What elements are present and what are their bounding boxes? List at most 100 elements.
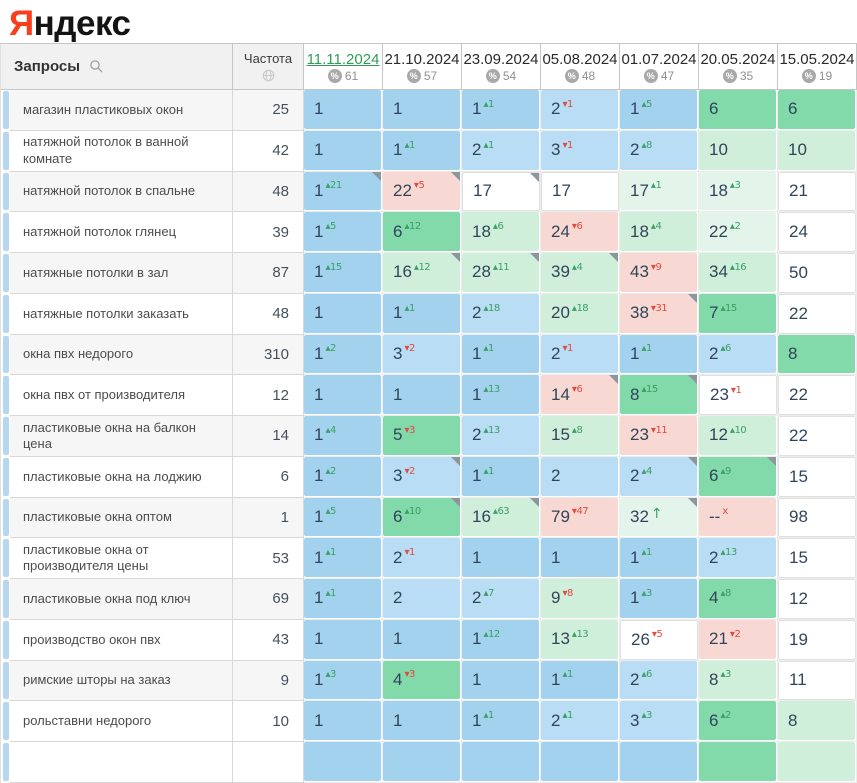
- query-cell[interactable]: производство окон пвх: [10, 619, 233, 661]
- date-column-header: 15.05.2024% 19: [778, 44, 857, 89]
- position-cell: 16 ▴12: [383, 253, 462, 294]
- position-delta-up: ▴2: [729, 221, 741, 233]
- position-delta-up: ▴10: [729, 424, 747, 436]
- date-link[interactable]: 23.09.2024: [463, 50, 539, 68]
- position-value: 3: [551, 140, 561, 160]
- position-value: 1: [630, 99, 640, 119]
- position-cell: 16 ▴63: [462, 497, 541, 539]
- percent-icon: %: [643, 68, 658, 83]
- table-row: натяжной потолок в спальне 48 1 ▴21 22 ▾5 17 17…: [1, 171, 857, 213]
- position-cell: 17 ▴1: [620, 171, 699, 213]
- coverage-badge: % 19: [801, 68, 833, 83]
- position-cell: 6: [778, 90, 857, 131]
- date-link[interactable]: 15.05.2024: [779, 50, 855, 68]
- date-link[interactable]: 11.11.2024: [306, 50, 380, 68]
- query-cell[interactable]: натяжной потолок в ванной комнате: [10, 130, 233, 172]
- position-cell: 1 ▴21: [304, 171, 383, 213]
- position-cell: 1 ▴15: [304, 253, 383, 294]
- frequency-cell: 42: [233, 130, 304, 172]
- position-value: 24: [551, 221, 570, 241]
- position-cell: 2 ▴6: [699, 334, 778, 376]
- yandex-logo: Яндекс: [0, 0, 857, 43]
- position-value: 2: [393, 588, 403, 608]
- query-cell[interactable]: рольставни недорого: [10, 701, 233, 742]
- position-cell: 3 ▾2: [383, 456, 462, 498]
- position-delta-down: ▾2: [404, 343, 415, 355]
- position-cell: 2 ▴13: [462, 416, 541, 457]
- position-value: 43: [630, 262, 649, 282]
- position-value: 1: [393, 99, 403, 119]
- position-value: 2: [709, 547, 719, 567]
- position-cell: 1 ▴4: [304, 416, 383, 457]
- query-cell[interactable]: натяжные потолки заказать: [10, 293, 233, 335]
- query-cell[interactable]: окна пвх недорого: [10, 334, 233, 376]
- frequency-cell: 12: [233, 375, 304, 416]
- position-value: 1: [393, 140, 403, 160]
- query-cell[interactable]: натяжные потолки в зал: [10, 253, 233, 294]
- note-corner-marker: [451, 497, 460, 507]
- position-delta-up: ▴1: [325, 587, 336, 599]
- position-value: 12: [709, 425, 728, 445]
- frequency-header: Частота: [233, 44, 304, 89]
- position-cell: 1 ▴1: [462, 334, 541, 376]
- date-link[interactable]: 21.10.2024: [384, 50, 460, 68]
- frequency-cell: 39: [233, 212, 304, 253]
- position-cell: 34 ▴16: [699, 253, 778, 294]
- date-column-header: 11.11.2024% 61: [304, 44, 383, 89]
- date-link[interactable]: 20.05.2024: [700, 50, 776, 68]
- position-cell: 10: [778, 130, 857, 172]
- percent-icon: %: [406, 68, 421, 83]
- query-cell[interactable]: пластиковые окна от производителя цены: [10, 538, 233, 579]
- position-cell: 17: [462, 171, 541, 213]
- date-link[interactable]: 01.07.2024: [621, 50, 697, 68]
- query-cell[interactable]: натяжной потолок глянец: [10, 212, 233, 253]
- position-cell: 19: [778, 619, 857, 661]
- position-value: 1: [314, 425, 324, 445]
- position-cell: 1 ▴1: [462, 90, 541, 131]
- search-icon[interactable]: [89, 59, 104, 74]
- position-value: 1: [314, 588, 324, 608]
- position-cell: 1: [462, 660, 541, 702]
- position-value: 2: [551, 710, 561, 730]
- position-cell: 17: [541, 171, 620, 213]
- position-cell: 2 ▾1: [383, 538, 462, 579]
- position-delta-up: ▴1: [483, 139, 494, 151]
- query-cell[interactable]: окна пвх от производителя: [10, 375, 233, 416]
- position-cell: 1 ▴1: [620, 538, 699, 579]
- position-value: 1: [393, 629, 403, 649]
- position-delta-up: ▴13: [483, 384, 500, 396]
- note-corner-marker: [688, 293, 697, 303]
- position-cell: 21: [778, 171, 857, 213]
- position-value: 2: [393, 547, 403, 567]
- position-value: 2: [472, 425, 482, 445]
- position-cell: 1 ▴1: [304, 538, 383, 579]
- position-cell: 1 ▴5: [304, 212, 383, 253]
- position-value: 26: [631, 629, 650, 649]
- query-cell[interactable]: пластиковые окна оптом: [10, 497, 233, 539]
- position-value: 7: [709, 303, 719, 323]
- query-cell[interactable]: пластиковые окна на балкон цена: [10, 416, 233, 457]
- row-accent-strip: [1, 130, 10, 172]
- query-cell[interactable]: пластиковые окна на лоджию: [10, 456, 233, 498]
- position-delta-up: ▴8: [571, 424, 583, 436]
- coverage-percent-value: 19: [818, 68, 833, 83]
- queries-header: Запросы: [1, 44, 233, 89]
- position-cell: 1: [383, 701, 462, 742]
- coverage-badge: % 57: [406, 68, 437, 83]
- position-cell: 1: [462, 538, 541, 579]
- coverage-badge: % 48: [564, 68, 596, 83]
- date-link[interactable]: 05.08.2024: [542, 50, 618, 68]
- query-cell[interactable]: пластиковые окна под ключ: [10, 579, 233, 620]
- position-cell: 38 ▾31: [620, 293, 699, 335]
- position-delta-down: ▾5: [651, 629, 663, 641]
- position-value: 22: [709, 221, 728, 241]
- query-cell[interactable]: магазин пластиковых окон: [10, 90, 233, 131]
- position-delta-down: ▾8: [562, 587, 573, 599]
- query-cell[interactable]: натяжной потолок в спальне: [10, 171, 233, 213]
- position-delta-up: ▴3: [720, 669, 731, 681]
- position-cell: 2 ▾1: [541, 90, 620, 131]
- query-cell[interactable]: римские шторы на заказ: [10, 660, 233, 702]
- coverage-percent-value: 48: [581, 68, 596, 83]
- position-delta-up: ▴11: [492, 261, 510, 273]
- position-cell: 12: [778, 579, 857, 620]
